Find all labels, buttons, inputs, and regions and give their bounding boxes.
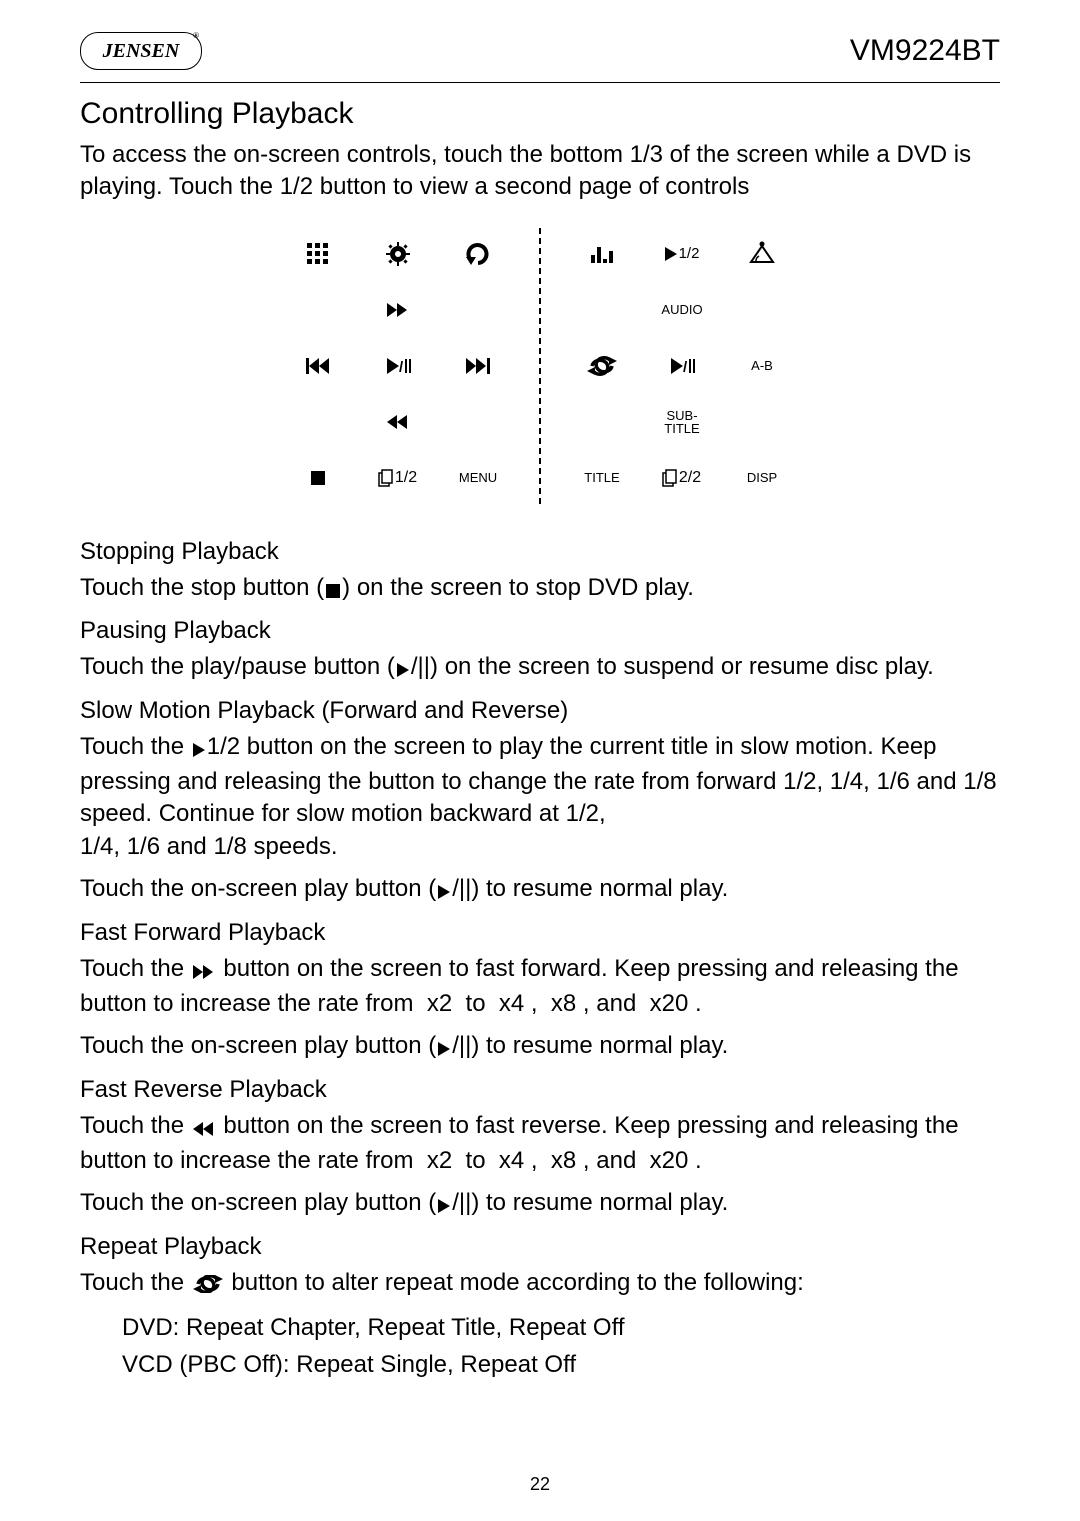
- fast-forward-icon: [193, 956, 215, 988]
- fr-text-1: Touch the button on the screen to fast r…: [80, 1110, 1000, 1178]
- play-icon: [438, 1033, 450, 1065]
- fr-heading: Fast Reverse Playback: [80, 1076, 1000, 1104]
- repeat-heading: Repeat Playback: [80, 1233, 1000, 1261]
- play-icon: [193, 734, 205, 766]
- angle-icon[interactable]: [731, 232, 793, 276]
- rewind-icon: [193, 1113, 215, 1145]
- play-pause-icon[interactable]: /: [367, 344, 429, 388]
- control-panels: / 1/2 MENU: [220, 228, 860, 504]
- blank: [731, 400, 793, 444]
- repeat-dvd: DVD: Repeat Chapter, Repeat Title, Repea…: [80, 1312, 1000, 1344]
- bars-icon[interactable]: [571, 232, 633, 276]
- gear-icon[interactable]: [367, 232, 429, 276]
- blank: [287, 288, 349, 332]
- stop-icon[interactable]: [287, 456, 349, 500]
- pause-heading: Pausing Playback: [80, 617, 1000, 645]
- title-button[interactable]: TITLE: [571, 456, 633, 500]
- fr-text-2: Touch the on-screen play button (/||) to…: [80, 1187, 1000, 1222]
- repeat-text: Touch the button to alter repeat mode ac…: [80, 1267, 1000, 1302]
- play-icon: [397, 654, 409, 686]
- repeat-icon[interactable]: [571, 344, 633, 388]
- panel-page-1: / 1/2 MENU: [287, 228, 509, 504]
- audio-button[interactable]: AUDIO: [651, 288, 713, 332]
- subtitle-button[interactable]: SUB- TITLE: [651, 400, 713, 444]
- slow-heading: Slow Motion Playback (Forward and Revers…: [80, 697, 1000, 725]
- grid-icon[interactable]: [287, 232, 349, 276]
- ff-text-1: Touch the button on the screen to fast f…: [80, 953, 1000, 1021]
- play-icon: [438, 876, 450, 908]
- menu-button[interactable]: MENU: [447, 456, 509, 500]
- panel-divider: [539, 228, 541, 504]
- blank: [447, 400, 509, 444]
- brand-logo: JENSEN®: [80, 32, 202, 70]
- prev-track-icon[interactable]: [287, 344, 349, 388]
- blank: [731, 288, 793, 332]
- blank: [287, 400, 349, 444]
- repeat-vcd: VCD (PBC Off): Repeat Single, Repeat Off: [80, 1349, 1000, 1381]
- header-rule: [80, 82, 1000, 83]
- fast-forward-icon[interactable]: [367, 288, 429, 332]
- ff-heading: Fast Forward Playback: [80, 919, 1000, 947]
- next-track-icon[interactable]: [447, 344, 509, 388]
- panel-page-2: 1/2 AUDIO / A-B SUB- TITLE: [571, 228, 793, 504]
- svg-text:/: /: [399, 359, 404, 376]
- slow-text-2: Touch the on-screen play button (/||) to…: [80, 873, 1000, 908]
- intro-paragraph: To access the on-screen controls, touch …: [80, 139, 1000, 204]
- disp-button[interactable]: DISP: [731, 456, 793, 500]
- stop-heading: Stopping Playback: [80, 538, 1000, 566]
- ff-text-2: Touch the on-screen play button (/||) to…: [80, 1030, 1000, 1065]
- blank: [571, 288, 633, 332]
- pause-text: Touch the play/pause button (/||) on the…: [80, 651, 1000, 686]
- stop-text: Touch the stop button () on the screen t…: [80, 572, 1000, 607]
- slow-half-icon[interactable]: 1/2: [651, 232, 713, 276]
- return-icon[interactable]: [447, 232, 509, 276]
- page-1-2[interactable]: 1/2: [367, 456, 429, 500]
- play-pause-icon[interactable]: /: [651, 344, 713, 388]
- svg-text:/: /: [683, 359, 688, 376]
- blank: [447, 288, 509, 332]
- blank: [571, 400, 633, 444]
- rewind-icon[interactable]: [367, 400, 429, 444]
- slow-text-1: Touch the 1/2 button on the screen to pl…: [80, 731, 1000, 864]
- stop-icon: [326, 575, 340, 607]
- ab-repeat-button[interactable]: A-B: [731, 344, 793, 388]
- page-number: 22: [0, 1474, 1080, 1495]
- repeat-icon: [193, 1270, 223, 1302]
- play-icon: [438, 1190, 450, 1222]
- model-number: VM9224BT: [850, 34, 1000, 68]
- section-title: Controlling Playback: [80, 97, 1000, 131]
- page-2-2[interactable]: 2/2: [651, 456, 713, 500]
